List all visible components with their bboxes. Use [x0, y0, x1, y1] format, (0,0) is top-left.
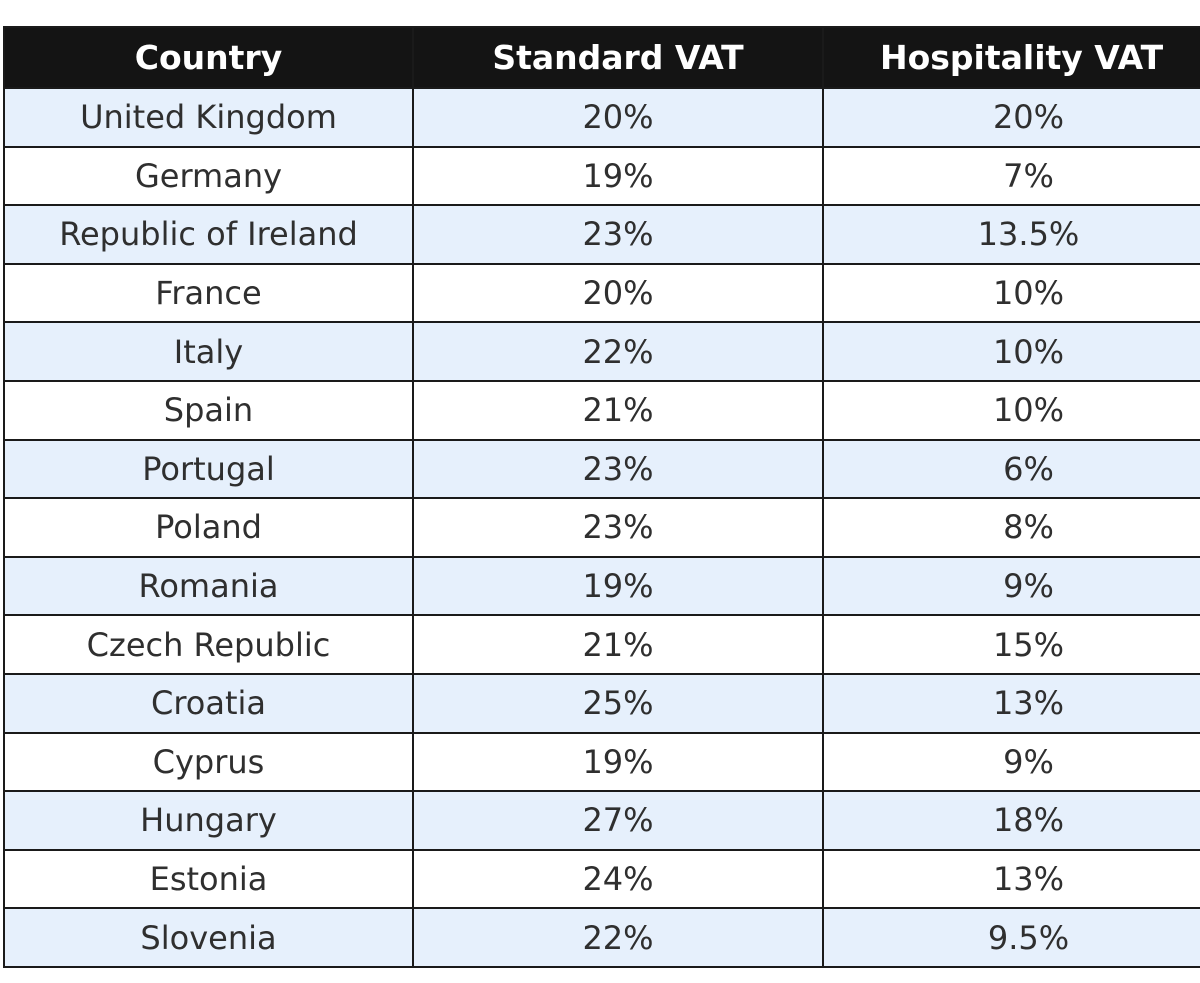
country-cell: France — [3, 262, 414, 324]
table-row: France 20% 10% — [3, 262, 1200, 324]
hospitality-vat-cell: 15% — [822, 614, 1200, 675]
standard-vat-cell: 21% — [412, 379, 824, 441]
hospitality-vat-cell: 18% — [822, 790, 1200, 851]
country-cell: Portugal — [3, 438, 414, 500]
hospitality-vat-value: 13.5% — [977, 215, 1080, 254]
country-cell: Estonia — [3, 848, 414, 910]
country-cell: Italy — [3, 321, 414, 382]
column-header-country: Country — [3, 26, 414, 89]
country-cell: Hungary — [3, 790, 414, 851]
table-row: Poland 23% 8% — [3, 497, 1200, 558]
table-row: Czech Republic 21% 15% — [3, 614, 1200, 675]
hospitality-vat-value: 10% — [992, 274, 1065, 313]
hospitality-vat-cell: 10% — [822, 262, 1200, 324]
table-row: Croatia 25% 13% — [3, 672, 1200, 734]
hospitality-vat-cell: 10% — [822, 379, 1200, 441]
table-row: Romania 19% 9% — [3, 555, 1200, 617]
standard-vat-cell: 27% — [412, 790, 824, 851]
hospitality-vat-value: 9.5% — [987, 918, 1070, 957]
standard-vat-cell: 25% — [412, 672, 824, 734]
table-row: Republic of Ireland 23% 13.5% — [3, 204, 1200, 265]
hospitality-vat-value: 8% — [1003, 508, 1054, 547]
standard-vat-cell: 22% — [412, 907, 824, 968]
country-cell: Spain — [3, 379, 414, 441]
table-row: Slovenia 22% 9.5% — [3, 907, 1200, 968]
table-row: Germany 19% 7% — [3, 145, 1200, 207]
hospitality-vat-value: 13% — [992, 860, 1065, 899]
standard-vat-cell: 23% — [412, 497, 824, 558]
hospitality-vat-cell: 9% — [822, 731, 1200, 793]
hospitality-vat-cell: 9% — [822, 555, 1200, 617]
hospitality-vat-cell: 6% — [822, 438, 1200, 500]
hospitality-vat-cell: 10% — [822, 321, 1200, 382]
country-cell: Germany — [3, 145, 414, 207]
table-row: Italy 22% 10% — [3, 321, 1200, 382]
country-cell: Cyprus — [3, 731, 414, 793]
hospitality-vat-value: 13% — [992, 684, 1065, 723]
standard-vat-cell: 23% — [412, 438, 824, 500]
hospitality-vat-value: 6% — [1003, 449, 1054, 488]
hospitality-vat-cell: 8% — [822, 497, 1200, 558]
standard-vat-cell: 20% — [412, 87, 824, 148]
table-header: Country Standard VAT Hospitality VAT — [3, 26, 1200, 89]
hospitality-vat-value: 20% — [992, 98, 1065, 137]
table-row: Portugal 23% 6% — [3, 438, 1200, 500]
standard-vat-cell: 24% — [412, 848, 824, 910]
country-cell: United Kingdom — [3, 87, 414, 148]
country-cell: Czech Republic — [3, 614, 414, 675]
table-row: Spain 21% 10% — [3, 379, 1200, 441]
standard-vat-cell: 23% — [412, 204, 824, 265]
table-row: Hungary 27% 18% — [3, 790, 1200, 851]
hospitality-vat-value: 10% — [992, 332, 1065, 371]
hospitality-vat-value: 15% — [992, 625, 1065, 664]
hospitality-vat-value: 7% — [1003, 156, 1054, 195]
column-header-standard-vat: Standard VAT — [412, 26, 824, 89]
hospitality-vat-value: 9% — [1003, 742, 1054, 781]
country-cell: Slovenia — [3, 907, 414, 968]
column-header-hospitality-vat: Hospitality VAT — [822, 26, 1200, 89]
table-body: United Kingdom 20% 20% Germany 19% 7% Republic… — [3, 87, 1200, 968]
country-cell: Poland — [3, 497, 414, 558]
hospitality-vat-cell: 13% — [822, 848, 1200, 910]
hospitality-vat-value: 10% — [992, 391, 1065, 430]
hospitality-vat-cell: 13% — [822, 672, 1200, 734]
country-cell: Republic of Ireland — [3, 204, 414, 265]
standard-vat-cell: 19% — [412, 555, 824, 617]
hospitality-vat-cell: 9.5% — [822, 907, 1200, 968]
table-row: United Kingdom 20% 20% — [3, 87, 1200, 148]
hospitality-vat-cell: 13.5% — [822, 204, 1200, 265]
standard-vat-cell: 21% — [412, 614, 824, 675]
hospitality-vat-cell: 7% — [822, 145, 1200, 207]
standard-vat-cell: 19% — [412, 145, 824, 207]
country-cell: Croatia — [3, 672, 414, 734]
hospitality-vat-value: 18% — [992, 801, 1065, 840]
vat-rates-table: Country Standard VAT Hospitality VAT Uni… — [3, 26, 1200, 968]
hospitality-vat-value: 9% — [1003, 567, 1054, 606]
hospitality-vat-cell: 20% — [822, 87, 1200, 148]
table-row: Cyprus 19% 9% — [3, 731, 1200, 793]
standard-vat-cell: 19% — [412, 731, 824, 793]
country-cell: Romania — [3, 555, 414, 617]
header-row: Country Standard VAT Hospitality VAT — [3, 26, 1200, 89]
standard-vat-cell: 22% — [412, 321, 824, 382]
table-row: Estonia 24% 13% — [3, 848, 1200, 910]
standard-vat-cell: 20% — [412, 262, 824, 324]
